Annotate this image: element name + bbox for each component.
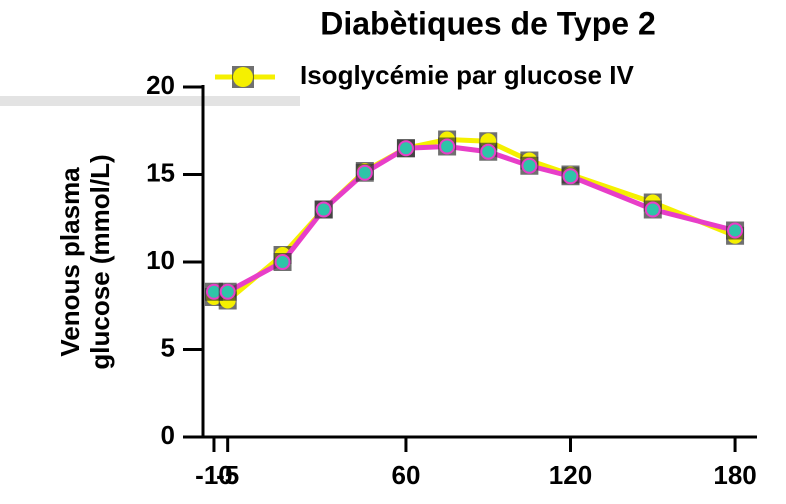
series-line — [213, 136, 736, 304]
marker — [439, 138, 456, 155]
y-tick-label: 0 — [161, 420, 175, 450]
y-axis-title: glucose (mmol/L) — [85, 154, 115, 369]
x-tick-label: -5 — [216, 460, 239, 490]
y-tick-label: 5 — [161, 332, 175, 362]
y-tick-label: 15 — [146, 157, 175, 187]
series-line — [213, 143, 736, 295]
legend-marker — [233, 67, 253, 87]
marker — [727, 222, 744, 239]
x-tick-label: 180 — [713, 460, 756, 490]
marker — [480, 143, 497, 160]
x-tick-label: 60 — [391, 460, 420, 490]
chart-title: Diabètiques de Type 2 — [320, 5, 656, 41]
x-tick-label: -10 — [195, 460, 233, 490]
marker — [315, 201, 332, 218]
legend-label: Isoglycémie par glucose IV — [300, 60, 634, 90]
decor-band — [0, 96, 300, 106]
marker — [397, 140, 414, 157]
y-tick-label: 10 — [146, 245, 175, 275]
marker — [644, 201, 661, 218]
y-tick-label: 20 — [146, 70, 175, 100]
marker — [521, 157, 538, 174]
y-axis-title: Venous plasma — [55, 167, 85, 357]
marker — [356, 164, 373, 181]
marker — [219, 283, 236, 300]
x-tick-label: 120 — [549, 460, 592, 490]
marker — [562, 168, 579, 185]
marker — [274, 254, 291, 270]
